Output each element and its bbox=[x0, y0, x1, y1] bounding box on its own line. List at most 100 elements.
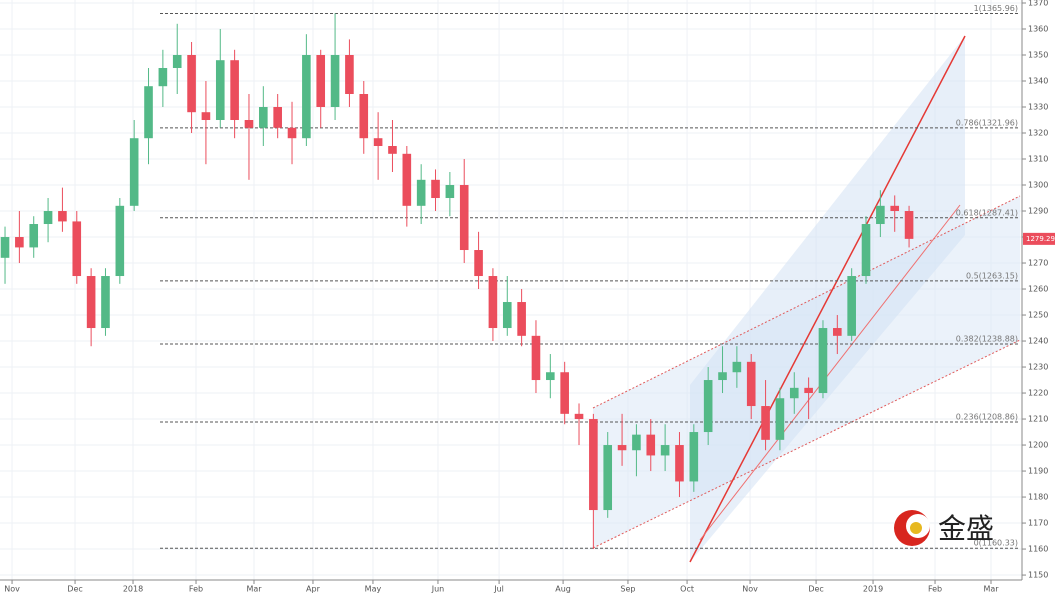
candle-body bbox=[718, 372, 727, 381]
y-tick-label: 1230 bbox=[1028, 363, 1048, 372]
candle-body bbox=[474, 250, 483, 277]
x-tick-label: May bbox=[365, 585, 382, 594]
candle-body bbox=[517, 302, 526, 336]
fib-label: 1(1365.96) bbox=[974, 4, 1018, 13]
y-tick-label: 1360 bbox=[1028, 24, 1048, 33]
y-tick-label: 1320 bbox=[1028, 129, 1048, 138]
y-tick-label: 1310 bbox=[1028, 155, 1048, 164]
y-tick-label: 1300 bbox=[1028, 181, 1048, 190]
fib-levels: 1(1365.96) 0.786(1321.96) 0.618(1287.41) 0.… bbox=[160, 4, 1020, 549]
x-tick-label: Nov bbox=[742, 585, 758, 594]
x-tick-label: Oct bbox=[680, 585, 694, 594]
candle-body bbox=[201, 112, 211, 121]
candle-body bbox=[402, 153, 412, 206]
candle-body bbox=[359, 94, 369, 139]
candle-body bbox=[660, 445, 670, 456]
y-tick-label: 1190 bbox=[1028, 467, 1048, 476]
candle-body bbox=[15, 237, 24, 248]
x-tick-label: Dec bbox=[67, 585, 82, 594]
candle-body bbox=[804, 387, 813, 394]
axes: 1150 1160 1170 1180 1190 1200 1210 1220 1230 1240… bbox=[4, 0, 1055, 594]
candle-body bbox=[861, 224, 871, 277]
price-label: 1279.29 bbox=[1026, 235, 1055, 243]
x-tick-label: Nov bbox=[4, 585, 20, 594]
logo bbox=[910, 522, 922, 534]
x-tick-label: Dec bbox=[808, 585, 823, 594]
x-tick-label: 2019 bbox=[863, 585, 883, 594]
y-tick-label: 1330 bbox=[1028, 103, 1048, 112]
y-tick-label: 1260 bbox=[1028, 285, 1048, 294]
candle-body bbox=[144, 86, 153, 139]
candle-body bbox=[617, 445, 627, 451]
candle-body bbox=[115, 205, 125, 277]
candle-body bbox=[388, 146, 397, 154]
candle-body bbox=[330, 54, 340, 108]
candle-body bbox=[172, 54, 182, 68]
x-tick-label: Sep bbox=[620, 585, 635, 594]
candle-body bbox=[373, 138, 383, 147]
candle-body bbox=[29, 224, 39, 248]
candle-body bbox=[746, 361, 756, 407]
candle-body bbox=[775, 398, 785, 440]
candle-body bbox=[86, 276, 96, 329]
y-tick-label: 1350 bbox=[1028, 50, 1048, 59]
trend-line bbox=[699, 204, 961, 541]
y-tick-label: 1270 bbox=[1028, 259, 1048, 268]
candle-body bbox=[546, 372, 555, 381]
candle-body bbox=[58, 211, 67, 222]
candle-body bbox=[603, 445, 613, 511]
x-tick-label: 2018 bbox=[123, 585, 143, 594]
candle-body bbox=[445, 185, 455, 199]
candle-body bbox=[646, 434, 656, 456]
x-tick-label: Feb bbox=[928, 585, 942, 594]
candle-body bbox=[488, 276, 498, 329]
candle-body bbox=[0, 237, 10, 258]
watermark-text: 金盛 bbox=[938, 512, 994, 545]
x-tick-label: Apr bbox=[306, 585, 321, 594]
y-tick-label: 1290 bbox=[1028, 207, 1048, 216]
x-tick-label: Aug bbox=[555, 585, 571, 594]
candle-body bbox=[876, 205, 885, 225]
y-tick-label: 1170 bbox=[1028, 519, 1048, 528]
y-tick-label: 1240 bbox=[1028, 337, 1048, 346]
candle-body bbox=[818, 328, 828, 394]
candle-body bbox=[158, 67, 168, 87]
candle-body bbox=[187, 54, 196, 113]
candle-body bbox=[273, 107, 282, 128]
candle-body bbox=[302, 54, 311, 139]
candle-body bbox=[287, 127, 297, 139]
candle-body bbox=[732, 361, 742, 373]
y-tick-label: 1340 bbox=[1028, 76, 1048, 85]
candle-body bbox=[43, 211, 53, 225]
fib-label: 0.5(1263.15) bbox=[966, 271, 1018, 280]
y-tick-label: 1250 bbox=[1028, 311, 1048, 320]
fib-label: 0(1160.33) bbox=[974, 539, 1018, 548]
fib-label: 0.382(1238.88) bbox=[956, 334, 1018, 343]
candle-body bbox=[703, 380, 713, 433]
candle-body bbox=[230, 60, 239, 121]
channel-drawing bbox=[592, 35, 1021, 563]
candle-body bbox=[416, 179, 426, 206]
y-tick-label: 1150 bbox=[1028, 571, 1048, 580]
x-tick-label: Mar bbox=[983, 585, 999, 594]
candle-body bbox=[574, 413, 584, 420]
candle-body bbox=[345, 54, 354, 95]
candle-body bbox=[215, 60, 225, 121]
candle-body bbox=[502, 302, 512, 329]
candle-body bbox=[833, 328, 842, 336]
y-tick-label: 1370 bbox=[1028, 0, 1048, 7]
y-tick-label: 1180 bbox=[1028, 493, 1048, 502]
fib-label: 0.786(1321.96) bbox=[956, 118, 1018, 127]
candle-body bbox=[675, 445, 684, 482]
watermark: 金盛 bbox=[894, 510, 994, 546]
y-tick-label: 1210 bbox=[1028, 415, 1048, 424]
candle-body bbox=[244, 120, 254, 128]
candle-body bbox=[761, 406, 770, 440]
channel-line bbox=[592, 195, 1021, 409]
channel-line bbox=[592, 339, 1021, 549]
candle-body bbox=[890, 205, 900, 212]
x-tick-label: Feb bbox=[189, 585, 203, 594]
candle-body bbox=[316, 54, 326, 108]
candle-body bbox=[560, 372, 569, 414]
